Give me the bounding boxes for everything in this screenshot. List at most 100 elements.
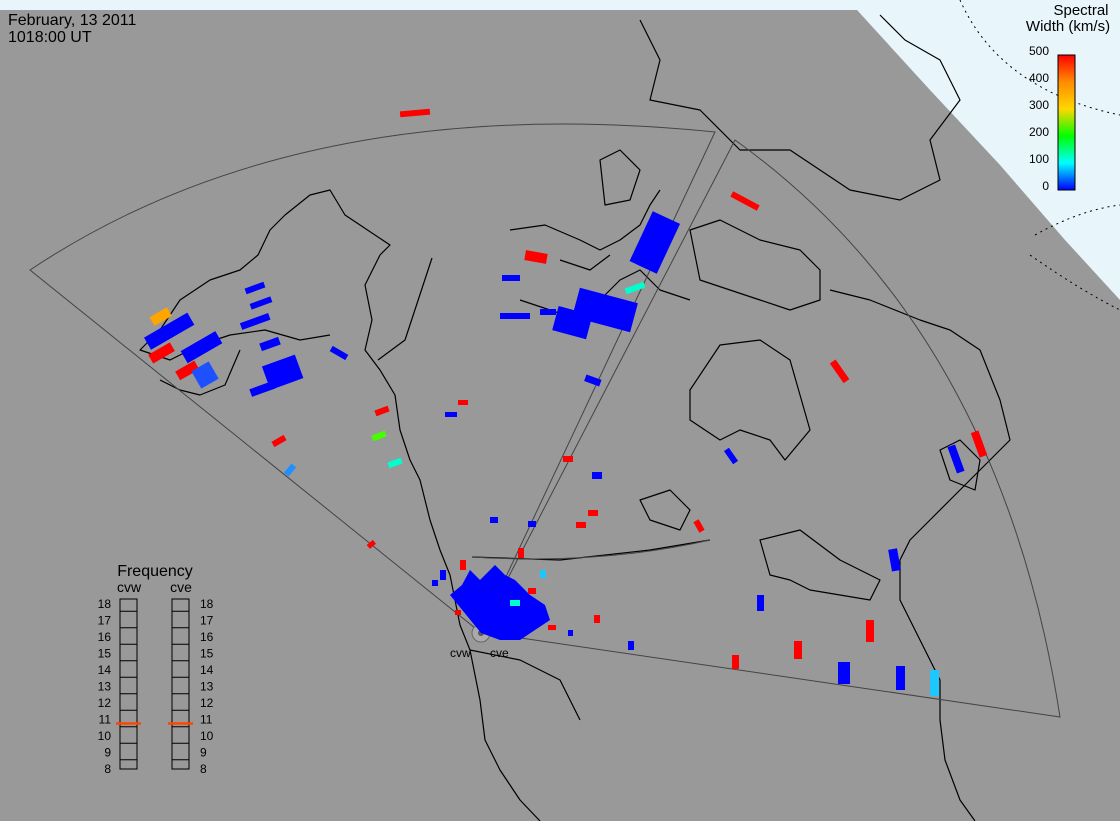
frequency-tick-label: 9 (200, 746, 207, 760)
echo (732, 655, 739, 669)
echo (387, 457, 403, 469)
echo (794, 641, 802, 659)
echo (563, 456, 573, 462)
echo (259, 336, 281, 352)
echo (624, 281, 646, 295)
echo (455, 610, 461, 615)
echo (528, 588, 536, 594)
echo (548, 625, 556, 630)
echo (283, 463, 297, 477)
frequency-tick-label: 11 (200, 713, 213, 727)
echo (490, 517, 498, 523)
echo (510, 600, 520, 606)
colorbar-tick-label: 500 (1029, 44, 1049, 58)
latitude-circle-outer (959, 0, 1120, 116)
echoes (144, 108, 988, 696)
echo (249, 296, 273, 310)
echo (175, 360, 200, 381)
frequency-tick-label: 17 (98, 614, 112, 628)
cvw-fov (29, 123, 716, 633)
echo (896, 666, 905, 690)
colorbar-gradient (1057, 54, 1076, 191)
frequency-tick-label: 13 (98, 680, 112, 694)
frequency-tick-label: 16 (200, 630, 214, 644)
radar-label-cve: cve (490, 646, 509, 660)
colorbar-title-line2: Width (km/s) (1026, 18, 1110, 35)
frequency-tick-label: 8 (200, 762, 207, 776)
frequency-title: Frequency (117, 563, 193, 580)
echo (524, 250, 548, 264)
echo (552, 306, 593, 340)
frequency-label-cvw: cvw (117, 579, 142, 595)
frequency-tick-label: 10 (98, 729, 112, 743)
frequency-tick-label: 15 (98, 647, 112, 661)
latitude-circle-low (1029, 254, 1120, 311)
frequency-tick-label: 13 (200, 680, 214, 694)
frequency-tick-label: 9 (104, 746, 111, 760)
echo (540, 309, 556, 315)
echo (458, 400, 468, 405)
echo (838, 662, 850, 684)
echo (970, 430, 988, 458)
echo (180, 331, 223, 364)
echo (930, 670, 939, 696)
echo (947, 444, 965, 474)
colorbar-tick-label: 400 (1029, 71, 1049, 85)
echo (576, 522, 586, 528)
echo-fan (450, 565, 550, 640)
coastlines (139, 14, 1011, 822)
header: February, 13 2011 1018:00 UT (8, 12, 136, 46)
frequency-tick-label: 18 (98, 597, 112, 611)
time-label: 1018:00 UT (8, 29, 92, 46)
echo (366, 539, 376, 549)
echo (249, 380, 276, 397)
echo (399, 108, 431, 118)
echo (528, 521, 536, 527)
echo (149, 307, 172, 326)
echo (730, 191, 760, 211)
echo (371, 430, 387, 442)
frequency-tick-label: 17 (200, 614, 214, 628)
echo (723, 447, 739, 465)
echo (888, 548, 901, 572)
colorbar-legend: Spectral Width (km/s) 500 400 300 200 100 0 (1026, 2, 1110, 193)
frequency-tick-label: 18 (200, 597, 214, 611)
echo (191, 361, 219, 389)
echo (445, 412, 457, 417)
colorbar-tick-label: 200 (1029, 125, 1049, 139)
echo (594, 615, 600, 623)
frequency-tick-label: 8 (104, 762, 111, 776)
fov-range-arc (471, 539, 711, 560)
radar-fields-of-view (29, 123, 1061, 718)
echo (440, 570, 446, 580)
frequency-column-cve (171, 598, 190, 770)
frequency-label-cve: cve (170, 579, 192, 595)
frequency-tick-label: 10 (200, 729, 214, 743)
frequency-tick-label: 12 (98, 696, 112, 710)
frequency-tick-label: 14 (200, 663, 214, 677)
cve-fov (479, 139, 1061, 718)
frequency-tick-label: 14 (98, 663, 112, 677)
colorbar-tick-label: 300 (1029, 98, 1049, 112)
echo (500, 313, 530, 319)
frequency-tick-label: 16 (98, 630, 112, 644)
colorbar-tick-label: 0 (1042, 179, 1049, 193)
colorbar-title-line1: Spectral (1053, 2, 1108, 19)
echo (592, 472, 602, 479)
frequency-column-cvw (119, 598, 138, 770)
echo (866, 620, 874, 642)
latitude-circle-inner (1034, 204, 1120, 236)
echo (460, 560, 466, 570)
colorbar-tick-label: 100 (1029, 152, 1049, 166)
echo (629, 211, 681, 274)
echo (502, 275, 520, 281)
frequency-panel: Frequency cvw cve 18 18 17 17 16 16 15 15 14 14 13… (98, 563, 214, 776)
echo (244, 281, 266, 295)
echo (271, 434, 287, 448)
echo (239, 313, 271, 330)
frequency-tick-label: 12 (200, 696, 214, 710)
echo (144, 312, 195, 350)
frequency-tick-label: 11 (99, 713, 112, 727)
echo (540, 570, 546, 578)
land-area (0, 10, 1120, 821)
